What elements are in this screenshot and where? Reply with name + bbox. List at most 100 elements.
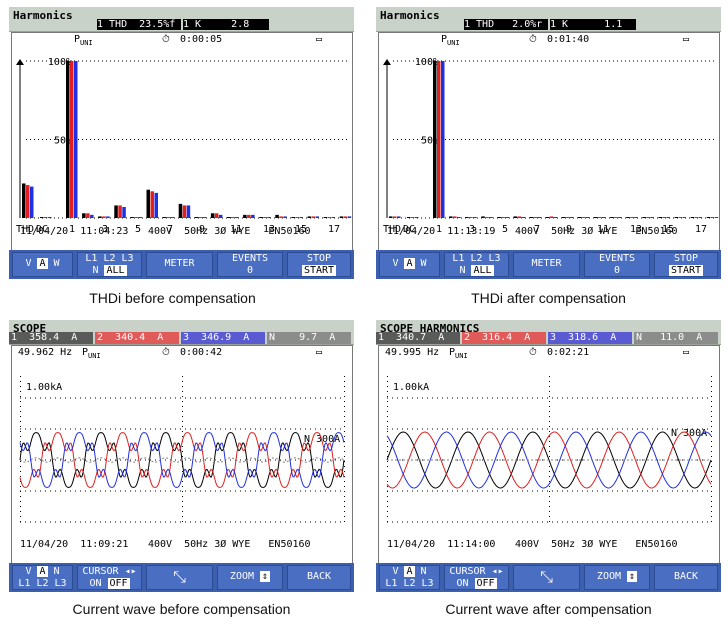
harmonic-bar <box>48 217 52 218</box>
harmonic-bar <box>170 217 175 218</box>
harmonic-bar <box>521 217 525 218</box>
harmonic-bar <box>646 217 650 218</box>
power-mode: PUNI <box>82 347 101 360</box>
harmonic-bar <box>469 217 473 218</box>
harmonic-bar <box>40 217 44 218</box>
harmonic-bar <box>537 217 542 218</box>
vaw-button[interactable]: V A W <box>12 252 73 277</box>
panel-title: SCOPE <box>13 322 47 335</box>
battery-icon: ▭ <box>683 34 690 45</box>
events-button[interactable]: EVENTS 0 <box>584 252 650 277</box>
harmonic-bar <box>247 214 251 218</box>
function-key-bar: V A W L1 L2 L3 N ALL METER EVENTS 0 STOP ST… <box>376 250 721 279</box>
panel-title: Harmonics <box>13 9 73 22</box>
channel-1-readout: 1 340.7 A <box>376 332 460 344</box>
harmonic-bar <box>283 216 287 218</box>
back-button[interactable]: BACK <box>287 565 351 590</box>
channel-n-readout: N 11.0 A <box>634 332 718 344</box>
neutral-scale: N 300A <box>671 428 708 439</box>
harmonic-bar <box>501 217 505 218</box>
channel-n-readout: N 9.7 A <box>267 332 351 344</box>
harmonics-screen: PUNI ⏱ 0:00:05 ▭ 100% 50% THD DC 1 3 5 7 9 11 13 15… <box>11 32 353 252</box>
power-mode: PUNI <box>441 34 460 47</box>
harmonic-bar <box>698 217 703 218</box>
zoom-button[interactable]: ZOOM ⇕ <box>217 565 283 590</box>
harmonic-bar <box>682 217 686 218</box>
harmonic-bar <box>714 217 719 218</box>
power-mode: PUNI <box>74 34 93 47</box>
meter-button[interactable]: METER <box>513 252 580 277</box>
panel-header: Harmonics 1 THD 23.5%f 1 K 2.8 <box>9 7 354 32</box>
cursor-button[interactable]: CURSOR ◂▸ ON OFF <box>444 565 509 590</box>
x-axis-label: 9 <box>566 224 572 235</box>
harmonic-bar <box>218 214 223 218</box>
elapsed-time: 0:00:42 <box>180 347 223 358</box>
harmonic-bar <box>347 216 352 218</box>
footer-system-info: 400V 50Hz 3Ø WYE EN50160 <box>148 226 311 237</box>
stop-start-button[interactable]: STOP START <box>654 252 718 277</box>
elapsed-time: 0:00:05 <box>180 34 223 45</box>
harmonic-bar <box>513 216 517 218</box>
harmonic-bar <box>134 217 138 218</box>
cursor-button[interactable]: CURSOR ◂▸ ON OFF <box>77 565 142 590</box>
frequency-readout: 49.995 Hz <box>385 347 440 358</box>
amplitude-scale: 1.00kA <box>393 382 430 393</box>
harmonic-bar <box>194 217 199 218</box>
x-axis-label: THD <box>383 224 401 235</box>
channel-select-button[interactable]: V A N L1 L2 L3 <box>12 565 73 590</box>
y-axis-label: 100% <box>415 57 439 68</box>
harmonic-bar <box>323 217 328 218</box>
meter-button[interactable]: METER <box>146 252 213 277</box>
harmonic-bar <box>231 217 235 218</box>
harmonic-bar <box>415 217 419 218</box>
harmonic-bar <box>82 213 86 218</box>
x-axis-label: 7 <box>534 224 540 235</box>
scope-after-panel: SCOPE HARMONICS 1 340.7 A 2 316.4 A 3 31… <box>376 320 721 592</box>
move-icon[interactable]: ⤡ <box>513 565 580 590</box>
channel-1-readout: 1 358.4 A <box>9 332 93 344</box>
x-axis-label: 9 <box>199 224 205 235</box>
x-axis-label: 11 <box>597 224 609 235</box>
move-icon[interactable]: ⤡ <box>146 565 213 590</box>
back-button[interactable]: BACK <box>654 565 718 590</box>
harmonic-bar <box>618 217 622 218</box>
harmonic-bar <box>533 217 538 218</box>
k-factor-readout: 1 K 1.1 <box>550 19 636 30</box>
harmonic-bar <box>339 216 344 218</box>
harmonic-bar <box>678 217 682 218</box>
phase-select-button[interactable]: L1 L2 L3 N ALL <box>77 252 142 277</box>
vaw-button[interactable]: V A W <box>379 252 440 277</box>
harmonic-bar <box>706 217 711 218</box>
x-axis-label: DC <box>403 224 415 235</box>
x-axis-label: 5 <box>502 224 508 235</box>
stop-start-button[interactable]: STOP START <box>287 252 351 277</box>
channel-3-readout: 3 318.6 A <box>548 332 632 344</box>
harmonic-bar <box>214 213 219 218</box>
x-axis-label: 5 <box>135 224 141 235</box>
battery-icon: ▭ <box>683 347 690 358</box>
harmonic-bar <box>315 216 319 218</box>
panel-header: SCOPE HARMONICS 1 340.7 A 2 316.4 A 3 31… <box>376 320 721 345</box>
harmonic-bar <box>690 217 695 218</box>
harmonic-bar <box>182 205 187 218</box>
harmonic-bar <box>70 61 74 218</box>
harmonic-bar <box>267 217 271 218</box>
panel-header: SCOPE 1 358.4 A 2 340.4 A 3 346.9 A N 9.… <box>9 320 354 345</box>
x-axis-label: 15 <box>662 224 674 235</box>
harmonic-bar <box>437 61 441 218</box>
events-button[interactable]: EVENTS 0 <box>217 252 283 277</box>
harmonic-bar <box>658 217 662 218</box>
harmonic-bar <box>130 217 134 218</box>
y-axis-label: 50% <box>54 136 72 147</box>
harmonics-bar-chart: 100%50%THD DC 1 3 5 7 9 11 13 15 17 <box>383 57 719 235</box>
channel-select-button[interactable]: V A N L1 L2 L3 <box>379 565 440 590</box>
harmonic-bar <box>154 192 158 218</box>
harmonic-bar <box>198 217 203 218</box>
caption-thdi-before: THDi before compensation <box>89 290 256 306</box>
harmonic-bar <box>235 217 239 218</box>
zoom-button[interactable]: ZOOM ⇕ <box>584 565 650 590</box>
x-axis-label: 17 <box>695 224 707 235</box>
phase-select-button[interactable]: L1 L2 L3 N ALL <box>444 252 509 277</box>
harmonic-bar <box>122 207 126 218</box>
harmonic-bar <box>433 61 437 218</box>
